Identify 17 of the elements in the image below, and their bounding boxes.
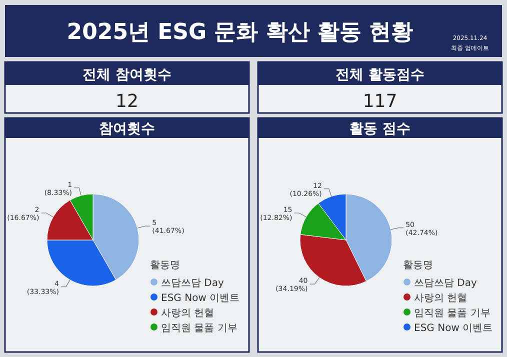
legend-label: 사랑의 헌혈: [161, 308, 214, 319]
legend-label: ESG Now 이벤트: [414, 323, 493, 334]
text: 2025년 ESG 문화 확산 활동 현황: [66, 20, 414, 45]
legend-title: 활동명: [150, 260, 180, 271]
legend-label: 임직원 물품 기부: [414, 308, 490, 319]
data-label: 117: [362, 91, 398, 112]
data-label: 12: [116, 91, 138, 112]
legend-label: ESG Now 이벤트: [161, 293, 240, 304]
legend-label: 쓰담쓰담 Day: [414, 278, 478, 289]
chart-title: 참여횟수: [99, 121, 155, 137]
legend-title: 활동명: [403, 260, 433, 271]
text: 전체 활동점수: [336, 67, 424, 83]
legend-label: 임직원 물품 기부: [161, 323, 238, 334]
legend-label: 쓰담쓰담 Day: [161, 278, 224, 289]
text: 전체 참여횟수: [82, 67, 172, 83]
legend-label: 사랑의 헌혈: [414, 293, 468, 304]
chart-title: 활동 점수: [350, 121, 410, 137]
